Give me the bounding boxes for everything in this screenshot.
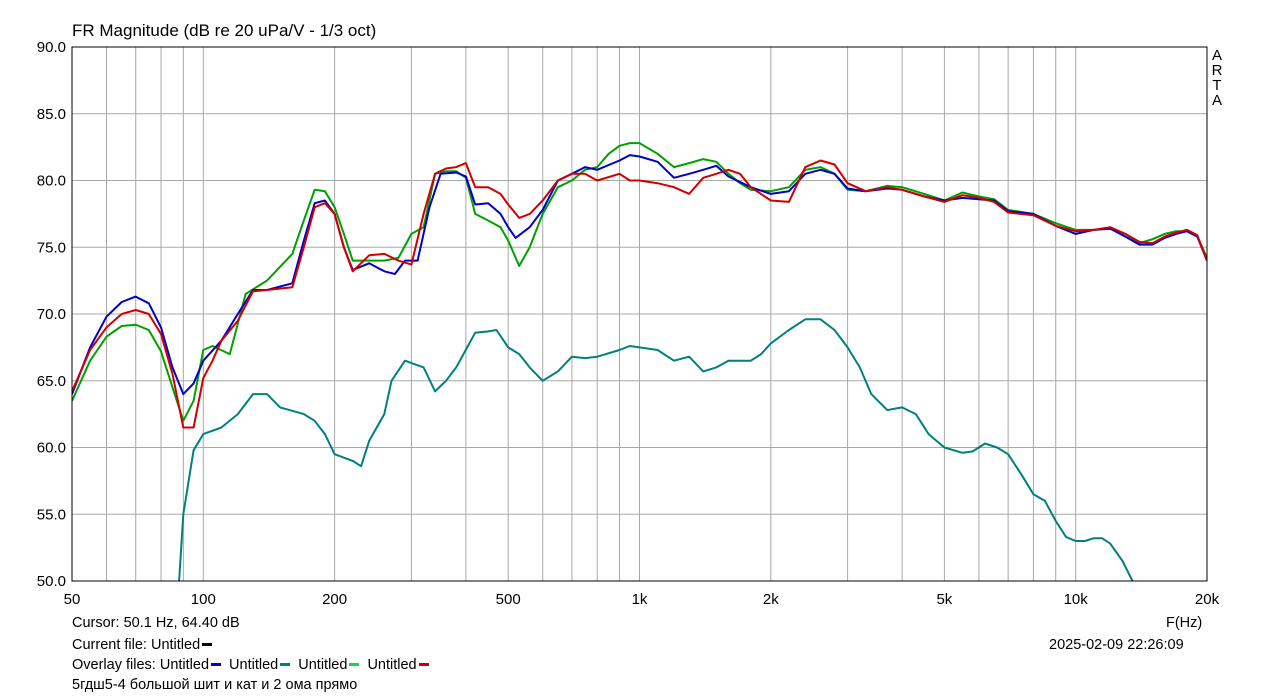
overlay-item-label: Untitled [298,657,348,673]
series-line [72,159,1207,429]
y-tick-label: 60.0 [37,440,66,457]
measurement-caption: 5гдш5-4 большой шит и кат и 2 ома прямо [72,677,358,693]
series-line [72,154,1207,396]
y-tick-label: 90.0 [37,39,66,56]
x-tick-label: 1k [632,591,648,608]
overlay-swatch [349,662,360,666]
y-tick-label: 70.0 [37,306,66,323]
overlay-swatch [211,662,222,666]
x-tick-label: 5k [936,591,952,608]
x-tick-label: 10k [1064,591,1089,608]
x-tick-label: 50 [64,591,81,608]
overlay-item[interactable]: Untitled [298,657,363,673]
overlay-item[interactable]: Untitled [229,657,294,673]
x-tick-label: 2k [763,591,779,608]
overlay-item-label: Untitled [229,657,279,673]
current-file-swatch [202,642,213,646]
arta-letter: A [1211,92,1222,109]
overlay-swatch [280,662,291,666]
series-line [178,318,1134,581]
y-tick-label: 80.0 [37,173,66,190]
x-axis-label: F(Hz) [1166,615,1203,631]
plot-frame [71,46,1208,582]
series-lines [72,142,1207,581]
arta-letter: R [1211,62,1223,79]
y-tick-labels: 90.0 85.0 80.0 75.0 70.0 65.0 60.0 55.0 50.0 [37,39,66,590]
overlay-item-label: Untitled [367,657,417,673]
overlay-item[interactable]: Untitled [160,657,225,673]
arta-letter: A [1211,47,1222,64]
cursor-readout: Cursor: 50.1 Hz, 64.40 dB [72,615,240,631]
x-tick-label: 20k [1195,591,1220,608]
y-tick-label: 65.0 [37,373,66,390]
arta-letter: T [1212,77,1222,94]
y-tick-label: 50.0 [37,573,66,590]
overlay-files-row: Overlay files: Untitled Untitled Untitle… [72,657,433,673]
x-tick-label: 100 [191,591,216,608]
grid [72,47,1207,581]
overlay-item-label: Untitled [159,657,210,673]
y-tick-label: 75.0 [37,239,66,256]
frequency-response-plot[interactable]: 90.0 85.0 80.0 75.0 70.0 65.0 60.0 55.0 50.0 50 1… [0,0,1279,610]
y-tick-label: 85.0 [37,106,66,123]
overlay-swatch [418,662,429,666]
y-tick-label: 55.0 [37,506,66,523]
chart-title: FR Magnitude (dB re 20 uPa/V - 1/3 oct) [72,21,377,40]
overlay-files-label: Overlay files: [72,657,156,673]
current-file-row: Current file: Untitled [72,637,216,653]
overlay-item[interactable]: Untitled [367,657,432,673]
arta-brand-label: A R T A [1211,48,1223,108]
x-tick-label: 200 [322,591,347,608]
x-tick-labels: 50 100 200 500 1k 2k 5k 10k 20k [64,591,1220,608]
x-tick-label: 500 [496,591,521,608]
current-file-label: Current file: Untitled [72,637,201,653]
timestamp: 2025-02-09 22:26:09 [1049,637,1184,653]
